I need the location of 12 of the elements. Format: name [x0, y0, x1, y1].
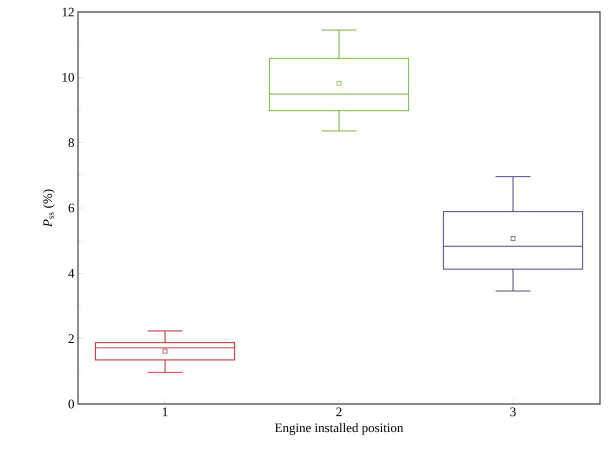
y-tick-label: 4: [68, 269, 74, 278]
y-tick-label: 8: [68, 138, 74, 148]
y-tick-label: 12: [62, 8, 74, 16]
y-tick-label: 6: [68, 204, 74, 212]
y-axis-title: P$_{ss}$ (%): [42, 190, 55, 228]
x-tick-label: 1: [162, 408, 168, 416]
y-tick-label: 0: [68, 400, 74, 408]
x-tick-label: 3: [510, 408, 516, 416]
x-tick-label: 2: [336, 408, 342, 416]
y-tick-label: 10: [62, 72, 74, 82]
y-tick-label: 2: [68, 334, 74, 343]
x-axis-title: Engine installed position: [274, 423, 404, 435]
